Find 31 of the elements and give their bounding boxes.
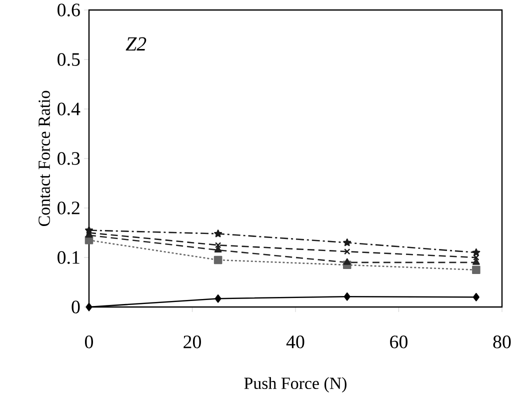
point [472,292,480,302]
point [86,302,92,312]
y-tick-label: 0.6 [58,4,80,16]
point [472,258,480,265]
y-axis-title: Contact Force Ratio [38,90,50,226]
x-axis-title: Push Force (N) [244,377,346,392]
x-tick-label: 40 [286,336,304,348]
point [343,238,352,246]
annotation: Z2 [126,37,146,50]
point [343,258,351,265]
point [472,248,480,256]
y-tick-label: 0 [72,300,80,314]
point [214,294,222,303]
point [214,242,222,248]
point [344,248,350,255]
y-tick-label: 0.1 [58,251,80,264]
x-tick-label: 20 [184,336,201,348]
point [214,246,222,252]
y-tick-label: 0.4 [58,102,80,116]
point [214,256,222,264]
y-tick-label: 0.5 [58,53,80,66]
point [85,226,93,234]
point [214,230,222,238]
x-tick-label: 80 [493,336,511,348]
point [472,266,480,274]
y-tick-label: 0.3 [58,152,80,165]
y-tick-label: 0.2 [58,202,80,214]
x-tick-label: 60 [390,336,408,348]
point [473,254,480,261]
x-tick-label: 0 [84,336,93,348]
point [344,292,350,301]
